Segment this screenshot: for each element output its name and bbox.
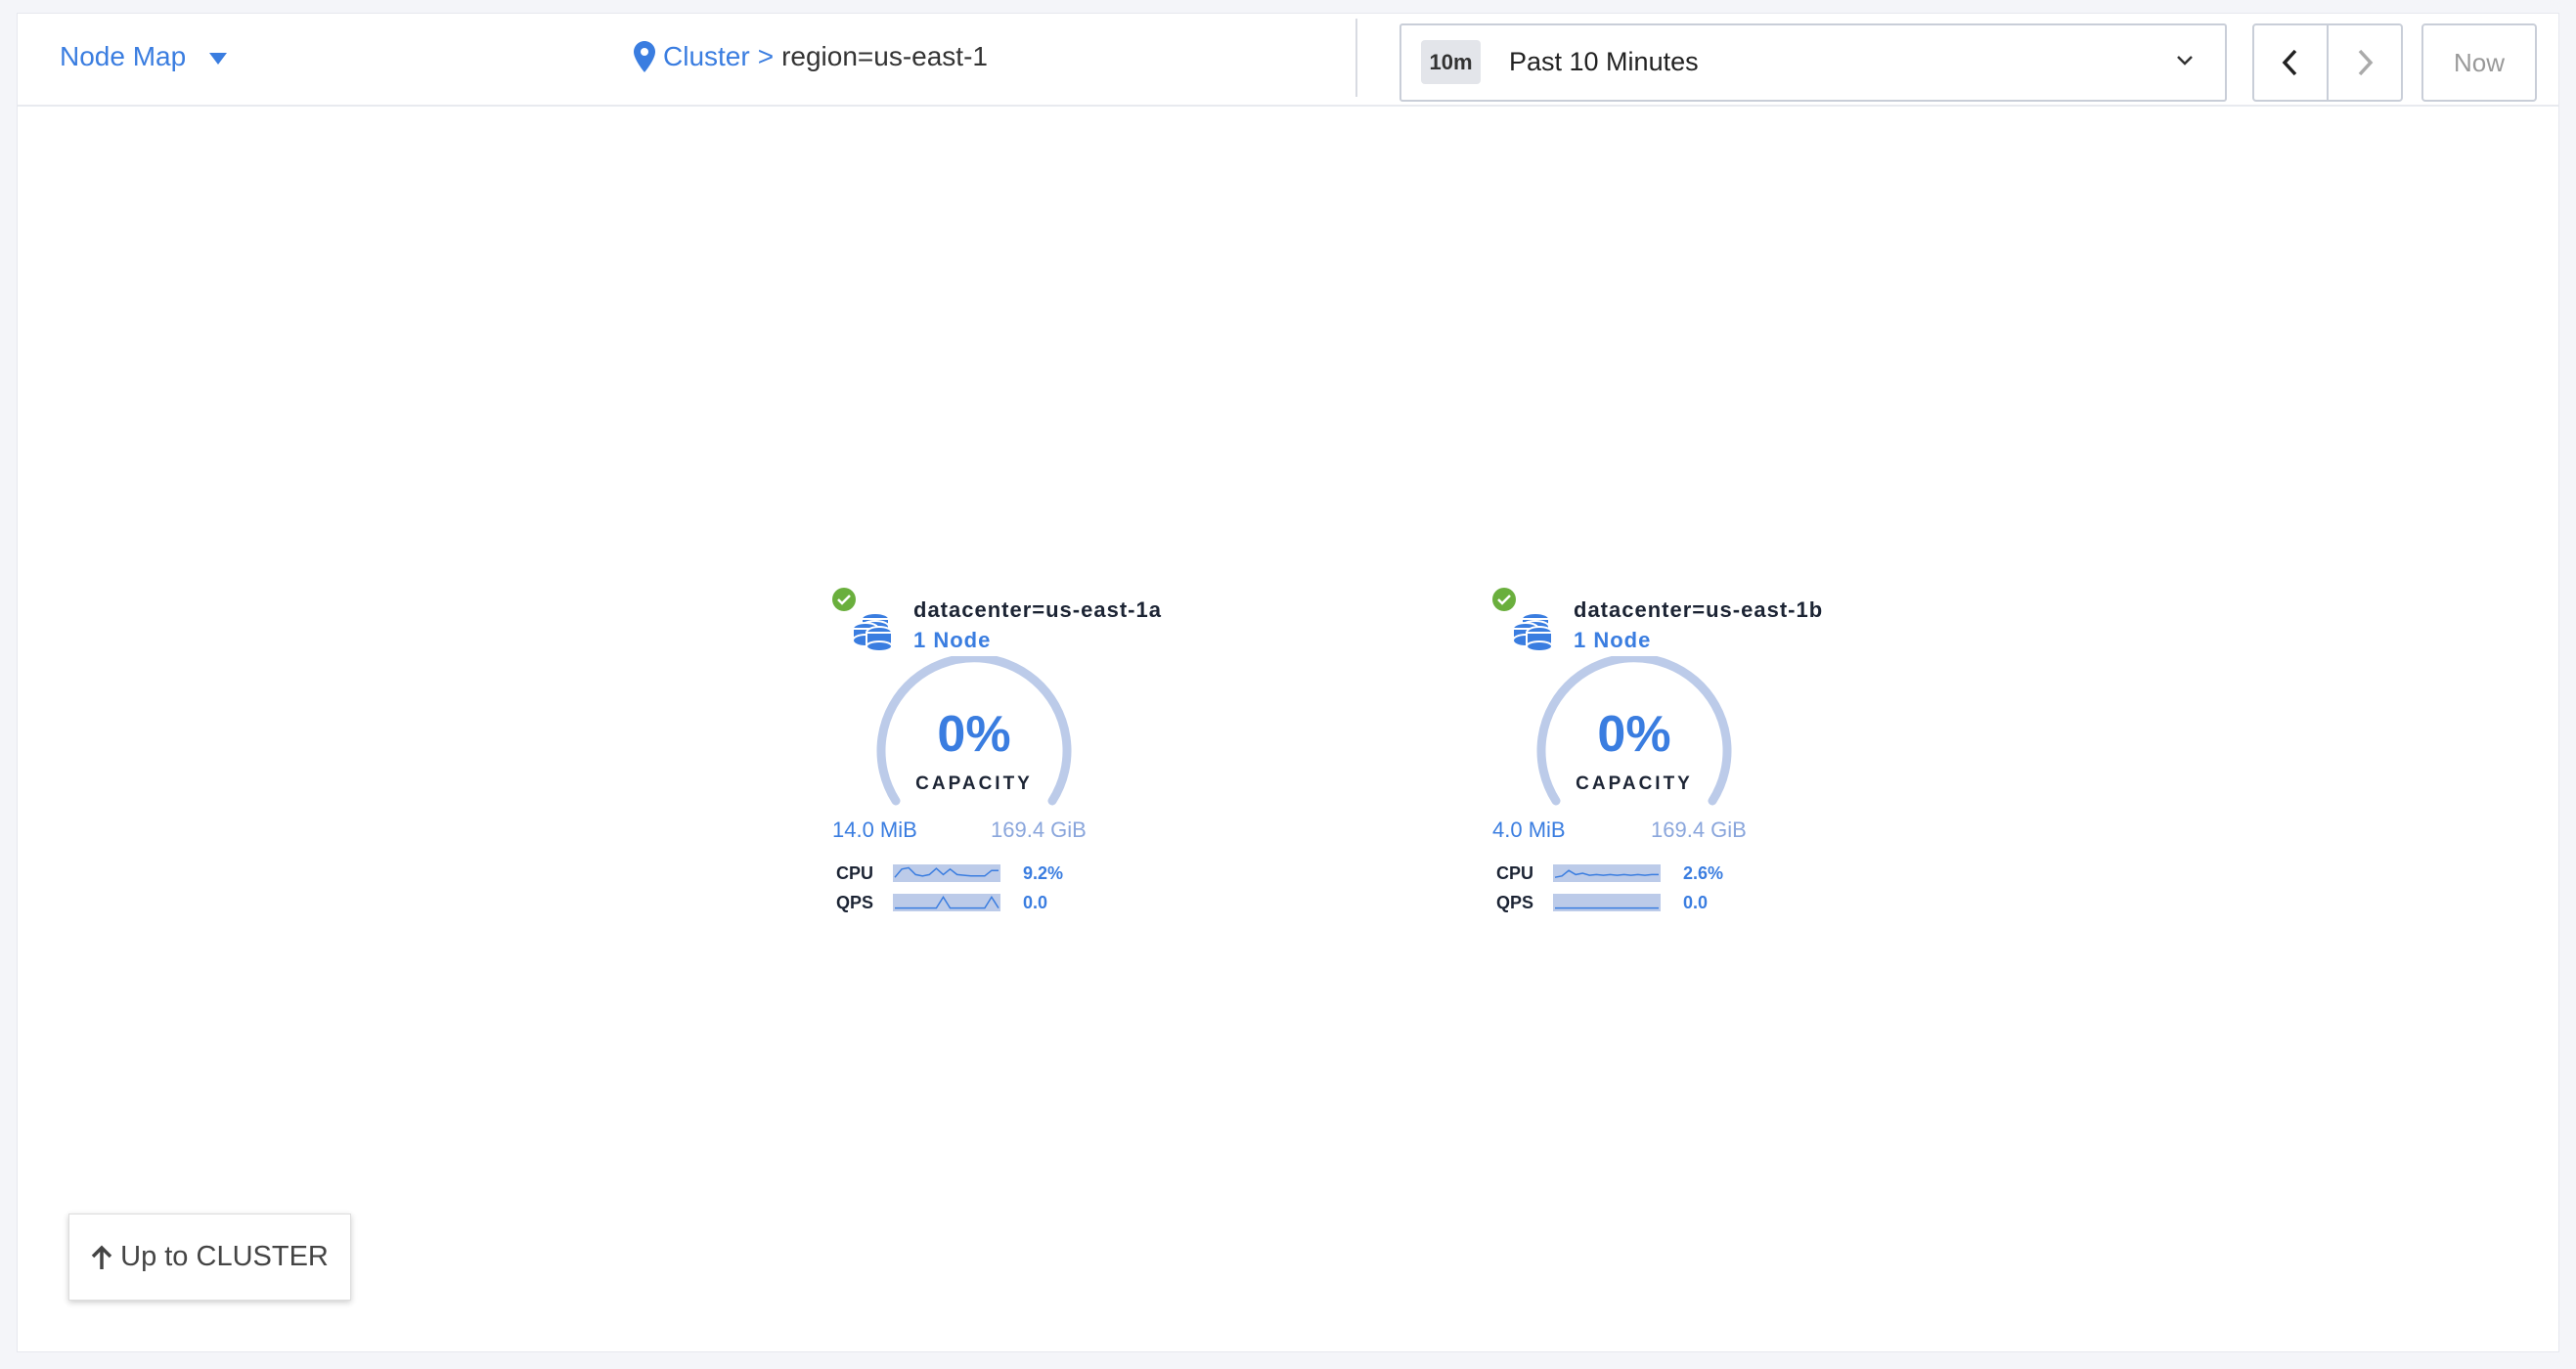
node-count: 1 Node	[1574, 628, 1652, 652]
capacity-label: CAPACITY	[915, 773, 1033, 794]
node-map-panel: Node Map Cluster > region=us-east-1 10m …	[17, 13, 2559, 1352]
capacity-percent: 0%	[937, 706, 1011, 763]
chevron-left-icon	[2282, 49, 2297, 76]
toolbar: Node Map Cluster > region=us-east-1 10m …	[18, 14, 2558, 107]
qps-value: 0.0	[1683, 893, 1709, 912]
next-time-button[interactable]	[2327, 23, 2403, 102]
divider	[1355, 19, 1357, 97]
time-range-select[interactable]: 10m Past 10 Minutes	[1399, 23, 2227, 102]
total-capacity: 169.4 GiB	[991, 817, 1087, 842]
chevron-down-icon	[2177, 56, 2193, 66]
caret-down-icon[interactable]	[209, 53, 227, 65]
database-stack-icon	[1512, 612, 1553, 652]
used-capacity: 4.0 MiB	[1492, 817, 1566, 842]
up-to-cluster-button[interactable]: Up to CLUSTER	[68, 1214, 351, 1301]
qps-value: 0.0	[1023, 893, 1048, 912]
cpu-sparkline	[1553, 864, 1661, 882]
cpu-label: CPU	[1496, 863, 1534, 883]
healthy-check-icon	[832, 588, 856, 611]
breadcrumb-cluster-link[interactable]: Cluster	[663, 41, 750, 71]
locality-node[interactable]: datacenter=us-east-1a 1 Node 0% CAPACITY…	[832, 588, 1184, 920]
cpu-sparkline	[893, 864, 1000, 882]
total-capacity: 169.4 GiB	[1651, 817, 1747, 842]
node-count: 1 Node	[913, 628, 992, 652]
locality-node[interactable]: datacenter=us-east-1b 1 Node 0% CAPACITY…	[1492, 588, 1844, 920]
now-button[interactable]: Now	[2421, 23, 2537, 102]
capacity-gauge	[876, 656, 1072, 806]
locality-name[interactable]: datacenter=us-east-1a	[913, 597, 1162, 622]
capacity-percent: 0%	[1597, 706, 1671, 763]
capacity-label: CAPACITY	[1576, 773, 1693, 794]
time-range-badge: 10m	[1421, 40, 1481, 84]
cpu-value: 2.6%	[1683, 863, 1724, 883]
database-stack-icon	[852, 612, 893, 652]
healthy-check-icon	[1492, 588, 1516, 611]
cpu-value: 9.2%	[1023, 863, 1064, 883]
sparkline-line	[1554, 869, 1659, 878]
time-range-label: Past 10 Minutes	[1509, 47, 1699, 76]
map-pin-icon	[634, 41, 655, 72]
qps-label: QPS	[836, 893, 874, 912]
previous-time-button[interactable]	[2252, 23, 2329, 102]
breadcrumb-current: region=us-east-1	[781, 41, 988, 71]
qps-sparkline	[893, 894, 1000, 911]
sparkline-line	[895, 895, 999, 909]
breadcrumb-separator: >	[757, 41, 775, 71]
capacity-gauge	[1536, 656, 1732, 806]
view-selector[interactable]: Node Map	[60, 41, 187, 71]
qps-label: QPS	[1496, 893, 1534, 912]
breadcrumb: Cluster > region=us-east-1	[634, 41, 988, 72]
sparkline-line	[894, 866, 999, 878]
up-to-cluster-label: Up to CLUSTER	[120, 1241, 329, 1272]
arrow-up-icon	[91, 1245, 112, 1269]
cpu-label: CPU	[836, 863, 874, 883]
chevron-right-icon	[2358, 49, 2374, 76]
used-capacity: 14.0 MiB	[832, 817, 917, 842]
qps-sparkline	[1553, 894, 1661, 911]
locality-name[interactable]: datacenter=us-east-1b	[1574, 597, 1824, 622]
